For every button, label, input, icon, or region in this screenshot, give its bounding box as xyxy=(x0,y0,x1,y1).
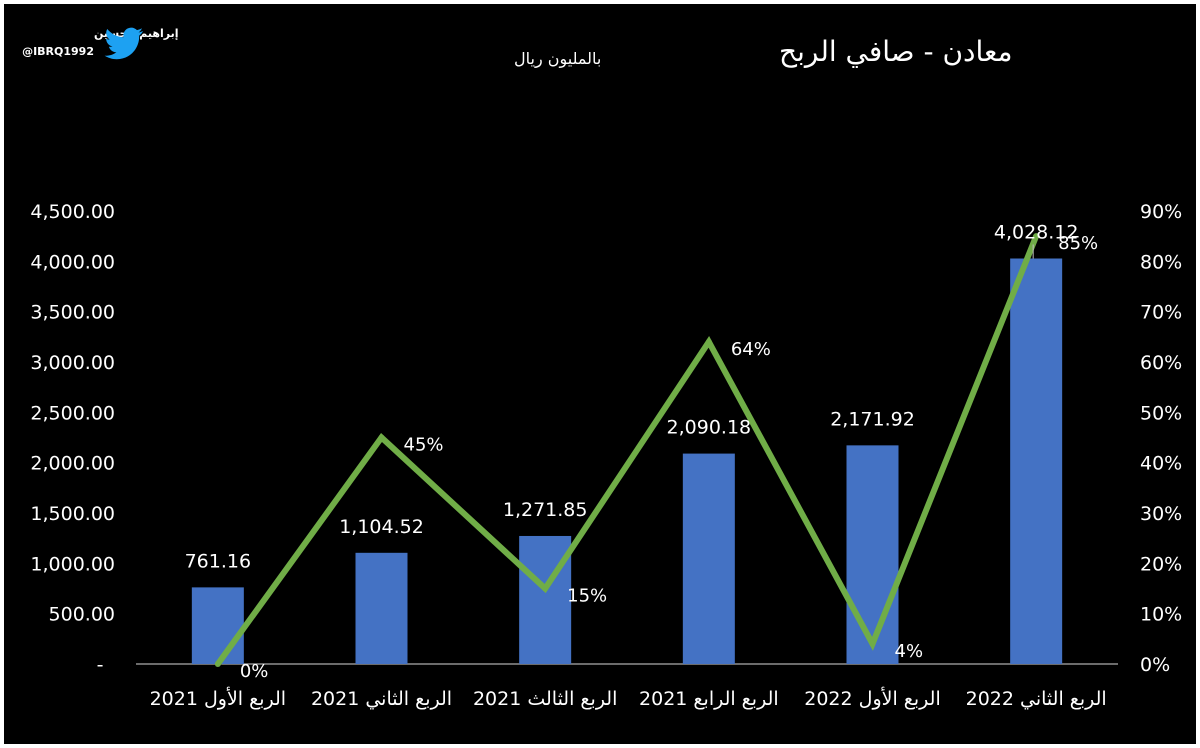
x-category-label: الربع الأول 2021 xyxy=(150,687,287,710)
x-category-label: الربع الثاني 2022 xyxy=(966,688,1107,710)
axes: - 500.00 1,000.00 1,500.00 2,000.00 2,500.00 3… xyxy=(30,201,1182,710)
bar xyxy=(1010,258,1063,664)
y-right-tick-label: 30% xyxy=(1140,503,1182,525)
percent-value-label: 85% xyxy=(1058,233,1098,254)
y-left-tick-label: 4,500.00 xyxy=(30,201,115,223)
percent-line xyxy=(215,235,1039,666)
data-labels: 761.16 1,104.52 1,271.85 2,090.18 2,171.92 4,… xyxy=(185,222,1099,682)
y-right-tick-label: 60% xyxy=(1140,352,1182,374)
percent-point xyxy=(869,640,876,647)
y-left-tick-label: 3,500.00 xyxy=(30,302,115,324)
y-left-tick-label: 1,500.00 xyxy=(30,503,115,525)
bar xyxy=(191,587,244,664)
percent-value-label: 15% xyxy=(567,586,607,607)
y-left-tick-label: 2,000.00 xyxy=(30,453,115,475)
y-left-tick-label: 3,000.00 xyxy=(30,352,115,374)
line-series xyxy=(214,233,1040,667)
percent-value-label: 45% xyxy=(404,435,444,456)
bar xyxy=(519,535,572,664)
percent-point xyxy=(542,585,549,592)
bar-value-label: 1,271.85 xyxy=(503,499,588,521)
y-right-tick-label: 90% xyxy=(1140,201,1182,223)
x-category-label: الربع الثاني 2021 xyxy=(311,688,452,710)
bar-value-label: 4,028.12 xyxy=(994,222,1079,244)
y-right-tick-label: 80% xyxy=(1140,251,1182,273)
percent-value-label: 64% xyxy=(731,339,771,360)
percent-point xyxy=(705,338,712,345)
brand-handle: @IBRQ1992 xyxy=(22,45,94,58)
y-right-tick-label: 0% xyxy=(1140,654,1170,676)
percent-value-label: 0% xyxy=(240,661,269,682)
bar-value-label: 1,104.52 xyxy=(339,516,424,538)
y-right-tick-label: 50% xyxy=(1140,402,1182,424)
chart-title: معادن - صافي الربح xyxy=(779,35,1013,68)
chart-subtitle: بالمليون ريال xyxy=(514,49,601,69)
twitter-bird-icon xyxy=(104,27,143,60)
y-left-tick-label: - xyxy=(97,654,104,676)
y-left-tick-label: 2,500.00 xyxy=(30,402,115,424)
bar xyxy=(355,552,408,664)
y-right-tick-label: 20% xyxy=(1140,553,1182,575)
y-right-tick-label: 10% xyxy=(1140,604,1182,626)
x-category-label: الربع الرابع 2021 xyxy=(639,688,779,710)
bar-value-label: 2,171.92 xyxy=(830,408,915,430)
percent-value-label: 4% xyxy=(895,641,924,662)
bar-value-label: 2,090.18 xyxy=(667,417,752,439)
y-right-tick-label: 70% xyxy=(1140,302,1182,324)
combo-chart: إبراهيم الحسين @IBRQ1992 معادن - صافي ال… xyxy=(22,27,1182,710)
chart-frame: إبراهيم الحسين @IBRQ1992 معادن - صافي ال… xyxy=(4,4,1196,744)
percent-point xyxy=(1033,233,1040,240)
y-left-tick-label: 4,000.00 xyxy=(30,251,115,273)
bar-value-label: 761.16 xyxy=(185,550,251,572)
bar xyxy=(682,453,735,664)
x-category-label: الربع الثالث 2021 xyxy=(473,688,617,710)
percent-point xyxy=(214,661,221,667)
y-right-tick-label: 40% xyxy=(1140,453,1182,475)
y-left-tick-label: 500.00 xyxy=(49,604,115,626)
y-left-tick-label: 1,000.00 xyxy=(30,553,115,575)
bar xyxy=(846,445,899,664)
brand: إبراهيم الحسين @IBRQ1992 xyxy=(22,27,179,60)
x-category-label: الربع الأول 2022 xyxy=(804,687,941,710)
twitter-bird-shape xyxy=(104,27,143,60)
percent-point xyxy=(378,434,385,441)
bar-series xyxy=(191,258,1063,664)
